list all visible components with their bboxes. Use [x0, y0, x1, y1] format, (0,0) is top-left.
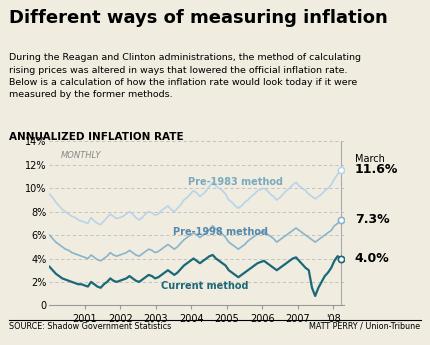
Text: MATT PERRY / Union-Tribune: MATT PERRY / Union-Tribune	[310, 322, 421, 331]
Text: March: March	[355, 154, 384, 164]
Text: Pre-1983 method: Pre-1983 method	[188, 177, 283, 187]
Text: 4.0%: 4.0%	[355, 252, 390, 265]
Text: During the Reagan and Clinton administrations, the method of calculating
rising : During the Reagan and Clinton administra…	[9, 53, 362, 99]
Text: 7.3%: 7.3%	[355, 213, 390, 226]
Text: Different ways of measuring inflation: Different ways of measuring inflation	[9, 9, 388, 27]
Text: 11.6%: 11.6%	[355, 163, 398, 176]
Text: ANNUALIZED INFLATION RATE: ANNUALIZED INFLATION RATE	[9, 132, 184, 142]
Text: SOURCE: Shadow Government Statistics: SOURCE: Shadow Government Statistics	[9, 322, 172, 331]
Text: MONTHLY: MONTHLY	[61, 151, 102, 160]
Text: Pre-1998 method: Pre-1998 method	[173, 227, 268, 237]
Text: Current method: Current method	[161, 282, 249, 292]
